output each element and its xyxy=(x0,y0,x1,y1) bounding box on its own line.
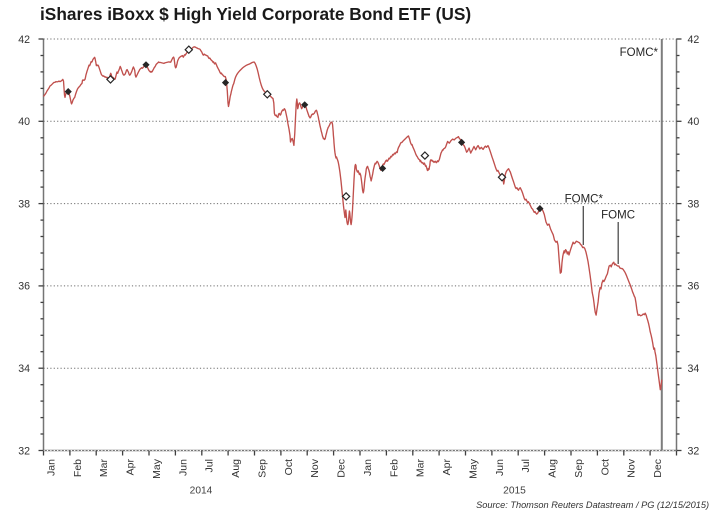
svg-text:38: 38 xyxy=(688,198,700,210)
svg-text:Feb: Feb xyxy=(72,459,84,477)
svg-text:34: 34 xyxy=(18,363,30,375)
svg-text:Oct: Oct xyxy=(599,459,611,475)
svg-text:FOMC: FOMC xyxy=(601,210,635,222)
svg-text:36: 36 xyxy=(18,281,30,293)
svg-text:May: May xyxy=(468,458,480,479)
svg-text:42: 42 xyxy=(18,34,30,46)
svg-text:32: 32 xyxy=(688,445,700,457)
svg-text:40: 40 xyxy=(18,116,30,128)
svg-text:Jul: Jul xyxy=(520,459,532,472)
svg-text:FOMC*: FOMC* xyxy=(620,47,659,59)
svg-text:Apr: Apr xyxy=(125,459,137,476)
svg-text:Jun: Jun xyxy=(177,459,189,476)
svg-text:2015: 2015 xyxy=(503,486,526,497)
svg-text:Sep: Sep xyxy=(573,459,585,478)
svg-text:Jan: Jan xyxy=(46,459,58,476)
svg-text:40: 40 xyxy=(688,116,700,128)
svg-text:Feb: Feb xyxy=(388,459,400,477)
svg-text:38: 38 xyxy=(18,198,30,210)
svg-text:Dec: Dec xyxy=(652,459,664,478)
svg-text:Dec: Dec xyxy=(336,459,348,478)
svg-text:Source: Thomson Reuters Datast: Source: Thomson Reuters Datastream / PG … xyxy=(476,500,709,510)
svg-text:Sep: Sep xyxy=(257,459,269,478)
svg-text:Mar: Mar xyxy=(415,459,427,478)
svg-text:Jul: Jul xyxy=(204,459,216,472)
svg-text:Nov: Nov xyxy=(309,458,321,477)
svg-text:36: 36 xyxy=(688,281,700,293)
svg-text:Aug: Aug xyxy=(230,459,242,478)
svg-text:iShares iBoxx $ High Yield Cor: iShares iBoxx $ High Yield Corporate Bon… xyxy=(40,4,471,24)
svg-text:42: 42 xyxy=(688,34,700,46)
svg-text:34: 34 xyxy=(688,363,700,375)
svg-text:Jun: Jun xyxy=(494,459,506,476)
svg-text:32: 32 xyxy=(18,445,30,457)
svg-text:Jan: Jan xyxy=(362,459,374,476)
svg-text:FOMC*: FOMC* xyxy=(565,194,604,206)
svg-text:Mar: Mar xyxy=(98,459,110,478)
svg-text:Oct: Oct xyxy=(283,459,295,475)
svg-text:May: May xyxy=(151,458,163,479)
svg-text:2014: 2014 xyxy=(190,486,213,497)
svg-text:Apr: Apr xyxy=(441,459,453,476)
svg-text:Nov: Nov xyxy=(626,458,638,477)
svg-text:Aug: Aug xyxy=(547,459,559,478)
